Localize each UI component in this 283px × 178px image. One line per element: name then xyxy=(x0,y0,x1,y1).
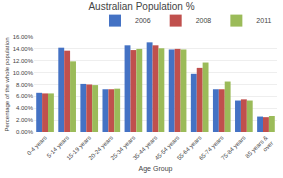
svg-text:15-19 years: 15-19 years xyxy=(65,135,92,162)
svg-text:2.00%: 2.00% xyxy=(16,117,34,123)
svg-text:16.00%: 16.00% xyxy=(13,34,34,40)
svg-text:4.00%: 4.00% xyxy=(16,105,34,111)
svg-text:Australian Population %: Australian Population % xyxy=(88,1,194,12)
svg-text:25-34 years: 25-34 years xyxy=(110,135,137,162)
svg-text:2011: 2011 xyxy=(256,17,271,24)
svg-text:6.00%: 6.00% xyxy=(16,93,34,99)
svg-text:Age Group: Age Group xyxy=(139,165,173,173)
svg-text:55-64 years: 55-64 years xyxy=(176,135,203,162)
svg-text:8.00%: 8.00% xyxy=(16,82,34,88)
svg-text:0.00%: 0.00% xyxy=(16,129,34,135)
svg-text:14.00%: 14.00% xyxy=(13,46,34,52)
svg-text:20-24 years: 20-24 years xyxy=(87,135,114,162)
svg-text:2008: 2008 xyxy=(196,17,212,24)
svg-text:85 years &over: 85 years &over xyxy=(244,135,274,165)
svg-text:Percentage of the whole popula: Percentage of the whole population xyxy=(4,37,10,131)
svg-text:35-44 years: 35-44 years xyxy=(132,135,159,162)
svg-text:12.00%: 12.00% xyxy=(13,58,34,64)
svg-text:65-74 years: 65-74 years xyxy=(198,135,225,162)
svg-text:10.00%: 10.00% xyxy=(13,70,34,76)
svg-text:0-4 years: 0-4 years xyxy=(26,135,48,157)
svg-text:5-14 years: 5-14 years xyxy=(46,135,70,159)
svg-text:2006: 2006 xyxy=(135,17,151,24)
svg-text:45-54 years: 45-54 years xyxy=(154,135,181,162)
svg-text:75-84 years: 75-84 years xyxy=(220,135,247,162)
